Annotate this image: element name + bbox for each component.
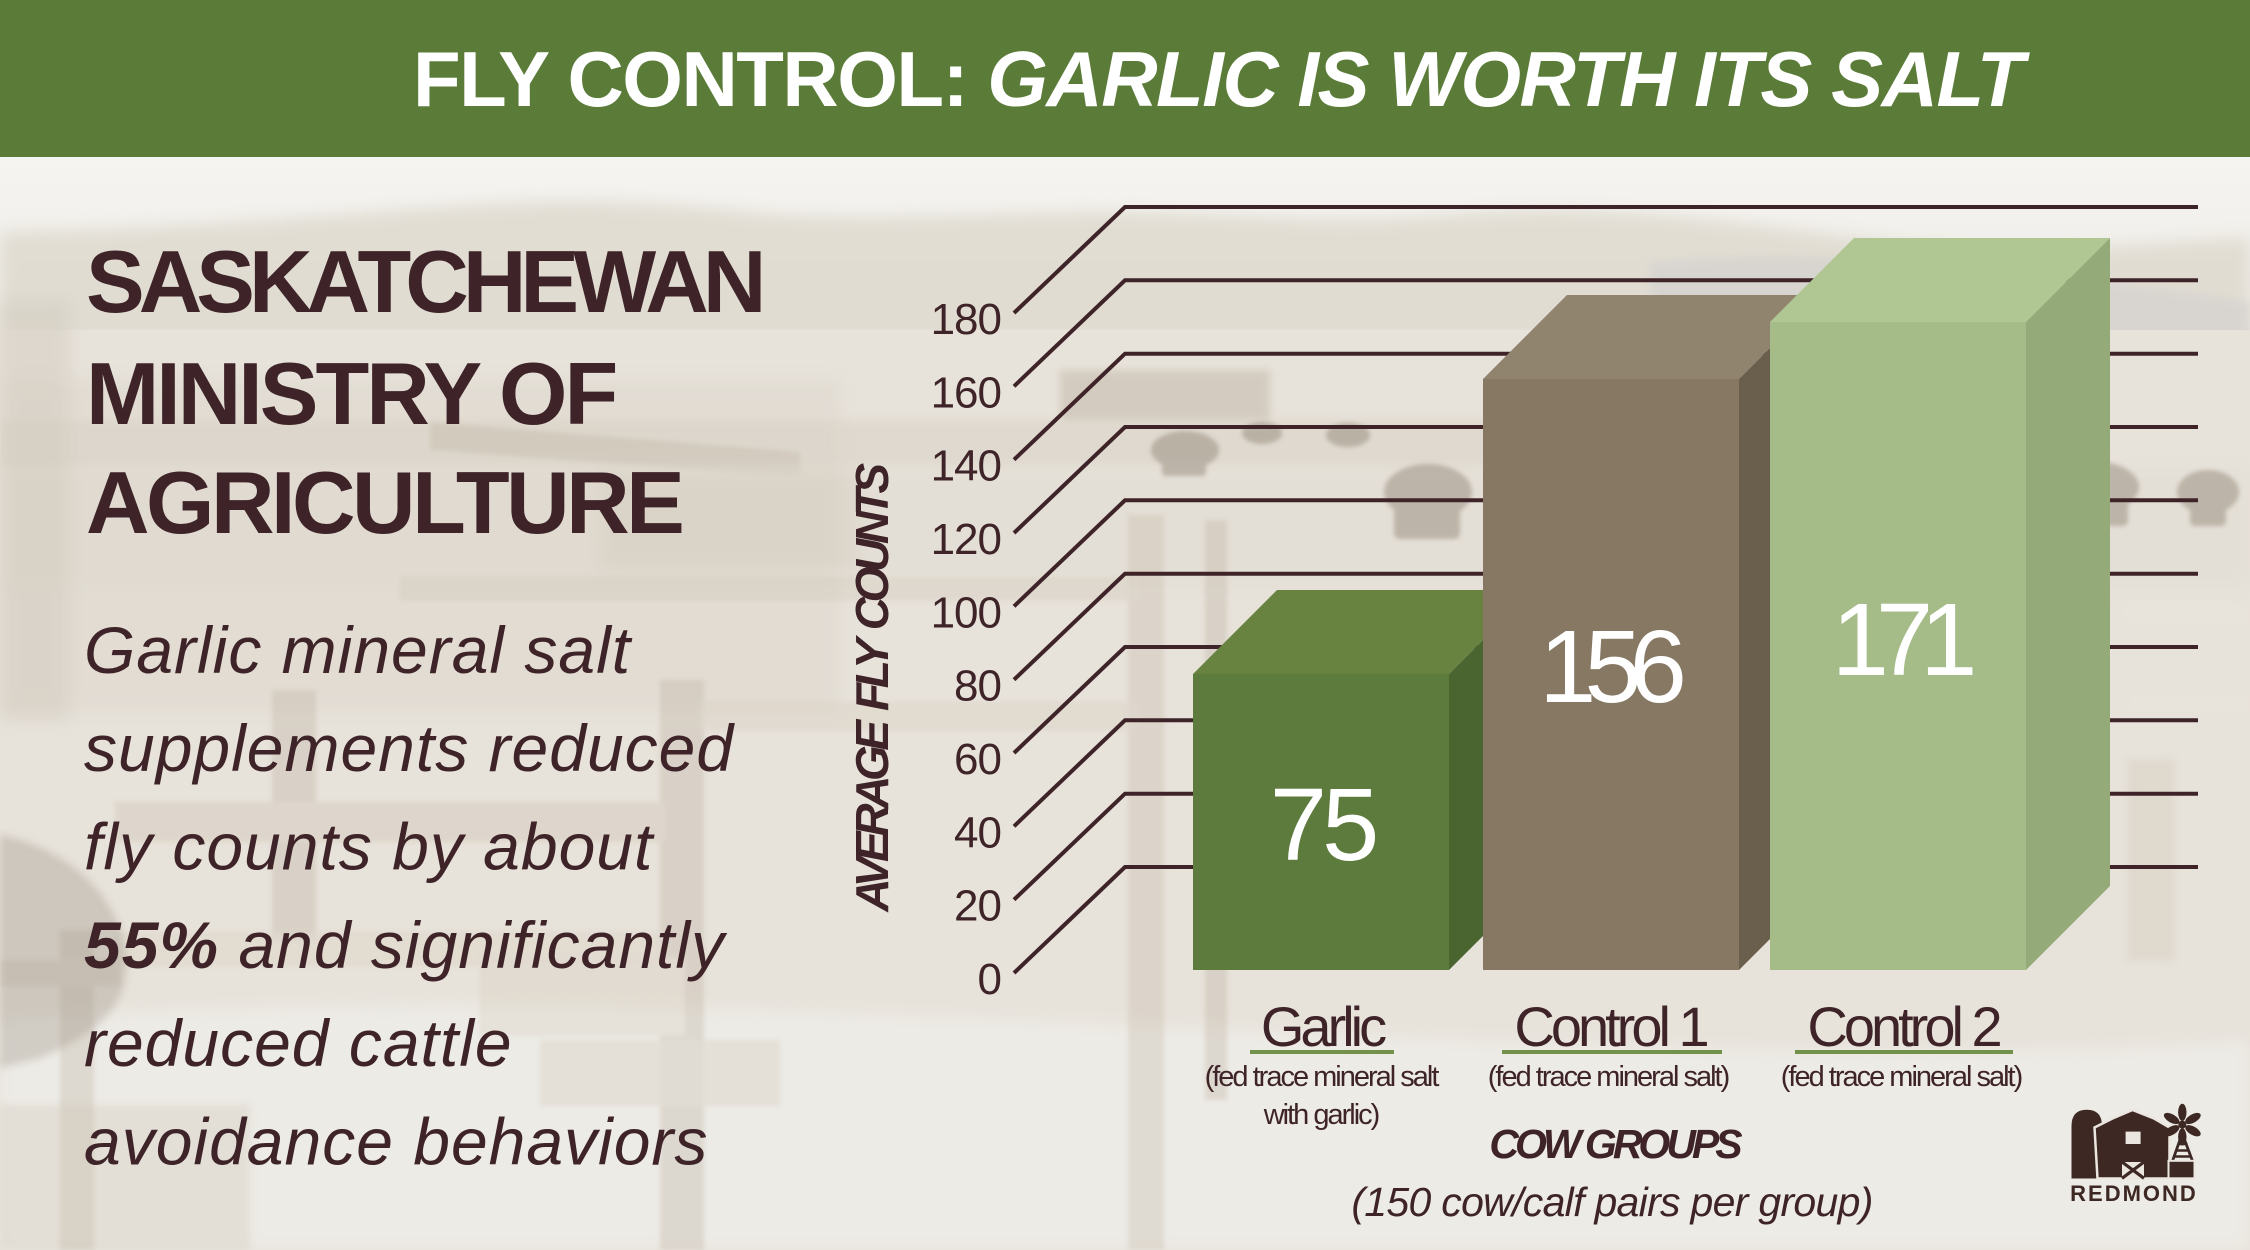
svg-text:REDMOND: REDMOND (2070, 1181, 2198, 1206)
svg-text:140: 140 (931, 442, 1001, 491)
svg-text:(fed trace mineral salt): (fed trace mineral salt) (1488, 1061, 1729, 1093)
svg-text:with garlic): with garlic) (1263, 1099, 1379, 1131)
svg-text:Control 2: Control 2 (1807, 995, 2000, 1058)
svg-text:0: 0 (978, 955, 1001, 1004)
svg-text:80: 80 (954, 662, 1001, 711)
svg-text:156: 156 (1539, 609, 1683, 724)
svg-text:55% and significantly: 55% and significantly (84, 908, 728, 982)
svg-text:(150 cow/calf pairs per group): (150 cow/calf pairs per group) (1351, 1179, 1872, 1225)
svg-text:AGRICULTURE: AGRICULTURE (86, 453, 682, 552)
svg-text:(fed trace mineral salt: (fed trace mineral salt (1205, 1061, 1440, 1093)
svg-text:fly counts by about: fly counts by about (84, 810, 655, 884)
svg-text:Control 1: Control 1 (1514, 995, 1707, 1058)
svg-text:reduced cattle: reduced cattle (84, 1006, 513, 1080)
svg-text:160: 160 (931, 368, 1001, 417)
svg-text:FLY CONTROL: GARLIC IS WORTH I: FLY CONTROL: GARLIC IS WORTH ITS SALT (413, 35, 2031, 123)
svg-text:180: 180 (931, 295, 1001, 344)
svg-text:20: 20 (954, 882, 1001, 931)
svg-text:MINISTRY OF: MINISTRY OF (86, 344, 615, 443)
svg-text:avoidance behaviors: avoidance behaviors (84, 1105, 708, 1179)
svg-text:(fed trace mineral salt): (fed trace mineral salt) (1781, 1061, 2022, 1093)
svg-text:171: 171 (1832, 582, 1974, 697)
svg-text:75: 75 (1270, 767, 1375, 882)
svg-text:Garlic mineral salt: Garlic mineral salt (84, 613, 633, 687)
svg-text:120: 120 (931, 515, 1001, 564)
svg-text:60: 60 (954, 735, 1001, 784)
svg-text:supplements reduced: supplements reduced (84, 711, 735, 785)
svg-text:SASKATCHEWAN: SASKATCHEWAN (86, 232, 761, 331)
svg-text:AVERAGE FLY COUNTS: AVERAGE FLY COUNTS (846, 463, 898, 913)
svg-text:Garlic: Garlic (1261, 995, 1386, 1058)
svg-text:40: 40 (954, 808, 1001, 857)
svg-text:100: 100 (931, 588, 1001, 637)
svg-text:COW GROUPS: COW GROUPS (1489, 1121, 1742, 1167)
